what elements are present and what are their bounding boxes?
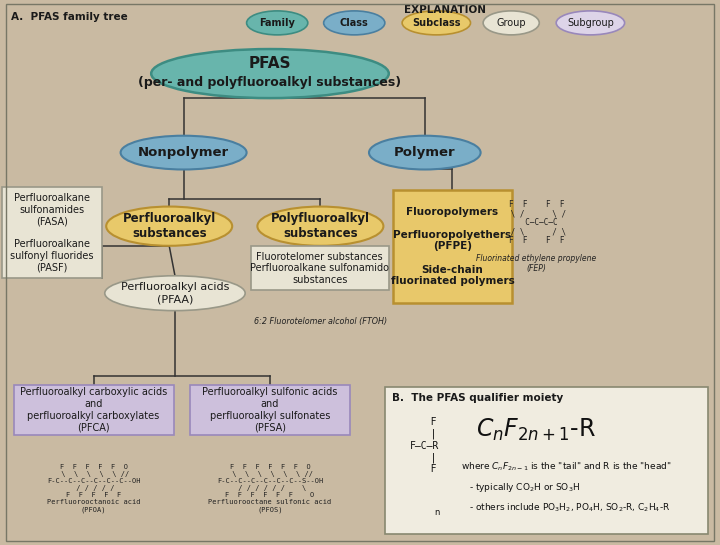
Ellipse shape <box>121 136 247 169</box>
Text: Perfluoroalkyl carboxylic acids
and
perfluoroalkyl carboxylates
(PFCA): Perfluoroalkyl carboxylic acids and perf… <box>20 387 167 432</box>
Text: F
   |
F—C—R
   |
   F: F | F—C—R | F <box>410 417 439 474</box>
Text: PFAS: PFAS <box>248 56 292 71</box>
Text: EXPLANATION: EXPLANATION <box>404 5 486 15</box>
Text: Group: Group <box>496 18 526 28</box>
FancyBboxPatch shape <box>385 387 708 534</box>
Text: where $C_nF_{2n-1}$ is the "tail" and R is the "head": where $C_nF_{2n-1}$ is the "tail" and R … <box>461 461 671 473</box>
Text: Fluorinated ethylene propylene
(FEP): Fluorinated ethylene propylene (FEP) <box>476 254 597 274</box>
Ellipse shape <box>324 11 385 35</box>
Text: Class: Class <box>340 18 369 28</box>
Text: F  F  F  F  F  F  O
 \  \  \  \  \  \ //
F-C--C--C--C--C--C--S--OH
 / / / / / / : F F F F F F O \ \ \ \ \ \ // F-C--C--C--… <box>208 464 332 513</box>
Ellipse shape <box>105 276 245 311</box>
Ellipse shape <box>402 11 471 35</box>
Text: \ /      \ /: \ / \ / <box>506 209 567 218</box>
Text: Fluoropolymers

Perfluoropolyethers
(PFPE)

Side-chain
fluorinated polymers: Fluoropolymers Perfluoropolyethers (PFPE… <box>391 207 514 286</box>
Text: B.  The PFAS qualifier moiety: B. The PFAS qualifier moiety <box>392 393 564 403</box>
Text: Polyfluoroalkyl
substances: Polyfluoroalkyl substances <box>271 212 370 240</box>
Text: Polymer: Polymer <box>394 146 456 159</box>
Ellipse shape <box>556 11 625 35</box>
Ellipse shape <box>246 11 308 35</box>
Text: $C_nF_{2n+1}$-R: $C_nF_{2n+1}$-R <box>477 417 596 443</box>
Text: Family: Family <box>259 18 295 28</box>
Text: (per- and polyfluoroalkyl substances): (per- and polyfluoroalkyl substances) <box>138 76 402 89</box>
Text: - others include $\mathregular{PO_3H_2}$, $\mathregular{PO_4H}$, $\mathregular{S: - others include $\mathregular{PO_3H_2}$… <box>469 501 671 514</box>
FancyBboxPatch shape <box>14 385 174 435</box>
Text: F  F    F  F: F F F F <box>508 237 564 245</box>
Text: A.  PFAS family tree: A. PFAS family tree <box>11 12 127 22</box>
Ellipse shape <box>151 49 389 98</box>
Text: 6:2 Fluorotelomer alcohol (FTOH): 6:2 Fluorotelomer alcohol (FTOH) <box>254 317 387 326</box>
Ellipse shape <box>258 207 383 246</box>
Text: n: n <box>434 508 440 518</box>
Text: Subclass: Subclass <box>412 18 461 28</box>
FancyBboxPatch shape <box>393 190 512 303</box>
Text: Nonpolymer: Nonpolymer <box>138 146 229 159</box>
Text: Perfluoroalkyl acids
(PFAA): Perfluoroalkyl acids (PFAA) <box>121 282 229 304</box>
Text: Perfluoroalkane
sulfonamides
(FASA)

Perfluoroalkane
sulfonyl fluorides
(PASF): Perfluoroalkane sulfonamides (FASA) Perf… <box>10 193 94 272</box>
Text: F  F  F  F  F  O
 \  \  \  \  \ //
F-C--C--C--C--C--C--OH
 / / / / /
F  F  F  F : F F F F F O \ \ \ \ \ // F-C--C--C--C--C… <box>47 464 140 513</box>
Ellipse shape <box>369 136 481 169</box>
Ellipse shape <box>107 207 232 246</box>
Text: C—C—C—C: C—C—C—C <box>516 218 557 227</box>
Text: / \      / \: / \ / \ <box>506 227 567 236</box>
Text: Subgroup: Subgroup <box>567 18 614 28</box>
Ellipse shape <box>483 11 539 35</box>
Text: - typically $\mathregular{CO_2H}$ or $\mathregular{SO_3H}$: - typically $\mathregular{CO_2H}$ or $\m… <box>469 481 580 494</box>
Text: Perfluoroalkyl
substances: Perfluoroalkyl substances <box>122 212 216 240</box>
Text: Fluorotelomer substances
Perfluoroalkane sulfonamido
substances: Fluorotelomer substances Perfluoroalkane… <box>250 252 390 284</box>
FancyBboxPatch shape <box>190 385 350 435</box>
Text: F  F    F  F: F F F F <box>508 200 564 209</box>
Text: Perfluoroalkyl sulfonic acids
and
perfluoroalkyl sulfonates
(PFSA): Perfluoroalkyl sulfonic acids and perflu… <box>202 387 338 432</box>
FancyBboxPatch shape <box>2 187 102 278</box>
FancyBboxPatch shape <box>251 246 389 290</box>
